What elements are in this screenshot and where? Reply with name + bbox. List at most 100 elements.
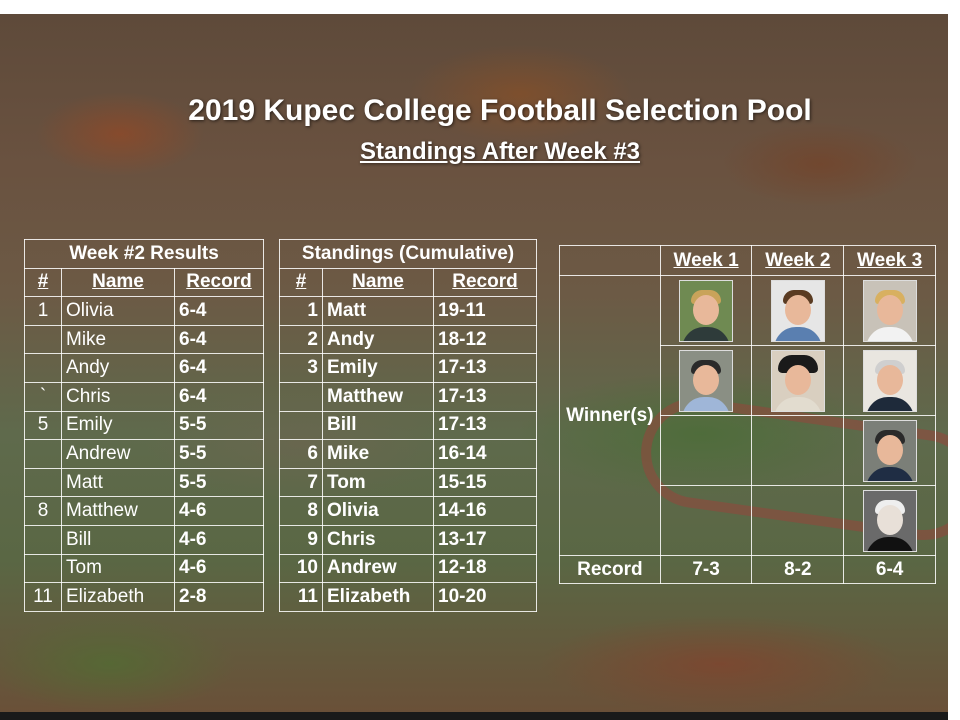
record: 19-11 [433,296,537,326]
standings-heading: Standings (Cumulative) [279,239,537,269]
player-name: Elizabeth [61,582,175,612]
record: 14-16 [433,496,537,526]
player-name: Chris [61,381,175,412]
record: 6-4 [174,296,264,326]
record: 18-12 [433,324,537,355]
player-name: Matthew [61,496,175,526]
rank: 1 [24,296,62,326]
rank [24,324,62,355]
page-subtitle: Standings After Week #3 [359,138,641,165]
record: 4-6 [174,496,264,526]
week-1-header: Week 1 [659,245,753,276]
week-3-header: Week 3 [843,245,936,276]
rank [24,524,62,555]
player-name: Matt [322,296,434,326]
table-row: 5 Emily 5-5 [24,410,264,441]
cumulative-standings-table: Standings (Cumulative) # Name Record 1 Ma… [279,239,537,612]
record: 15-15 [433,467,537,498]
record: 16-14 [433,439,537,469]
week2-results-table: Week #2 Results # Name Record 1 Olivia 6-4… [24,239,264,612]
player-name: Olivia [61,296,175,326]
table-row: 1 Olivia 6-4 [24,296,264,326]
table-row: 2 Andy 18-12 [279,324,537,355]
table-row: Andy 6-4 [24,353,264,383]
week1-record: 7-3 [659,555,753,584]
table-row: 9 Chris 13-17 [279,524,537,555]
rank: 7 [279,467,323,498]
week2-col-record: Record [174,267,264,298]
week2-col-name: Name [61,267,175,298]
record: 6-4 [174,381,264,412]
rank: 11 [24,582,62,612]
record: 10-20 [433,582,537,612]
record: 2-8 [174,582,264,612]
page-title: 2019 Kupec College Football Selection Po… [188,94,812,127]
record: 12-18 [433,553,537,584]
table-row: 7 Tom 15-15 [279,467,537,498]
record: 17-13 [433,410,537,441]
rank: 9 [279,524,323,555]
record: 6-4 [174,353,264,383]
week2-record: 8-2 [751,555,845,584]
record-row-label: Record [559,555,661,584]
table-row: Bill 4-6 [24,524,264,555]
week3-winner-cell [843,485,936,556]
player-name: Bill [322,410,434,441]
record: 13-17 [433,524,537,555]
player-name: Mike [61,324,175,355]
table-row: Mike 6-4 [24,324,264,355]
player-name: Andy [61,353,175,383]
table-row: Bill 17-13 [279,410,537,441]
standings-col-num: # [279,267,323,298]
table-row: 6 Mike 16-14 [279,439,537,469]
weekly-winners-table: Week 1 Week 2 Week 3 Winner(s) [559,245,936,584]
week2-winner-cell [751,275,845,346]
week2-winner-cell [751,345,845,416]
winner-photo-icon [679,279,734,342]
winner-photo-icon [862,489,917,552]
week3-winner-cell [843,275,936,346]
bottom-bar [0,712,948,720]
week1-winner-cell [659,275,753,346]
week2-col-num: # [24,267,62,298]
player-name: Andrew [322,553,434,584]
record: 17-13 [433,353,537,383]
rank: ` [24,381,62,412]
week1-empty-cell [659,485,753,556]
winner-photo-icon [770,349,825,412]
winners-row-label: Winner(s) [559,275,661,556]
week2-empty-cell [751,485,845,556]
rank [24,553,62,584]
player-name: Matt [61,467,175,498]
player-name: Tom [322,467,434,498]
table-row: 11 Elizabeth 2-8 [24,582,264,612]
player-name: Tom [61,553,175,584]
rank [24,353,62,383]
record: 6-4 [174,324,264,355]
week3-winner-cell [843,415,936,486]
rank [279,410,323,441]
table-row: ` Chris 6-4 [24,381,264,412]
week1-winner-cell [659,345,753,416]
winners-corner-cell [559,245,661,276]
winner-photo-icon [862,279,917,342]
winner-photo-icon [862,419,917,482]
record: 5-5 [174,467,264,498]
record: 5-5 [174,410,264,441]
table-row: 3 Emily 17-13 [279,353,537,383]
rank [24,439,62,469]
table-row: Matt 5-5 [24,467,264,498]
table-row: 8 Matthew 4-6 [24,496,264,526]
table-row: 8 Olivia 14-16 [279,496,537,526]
rank: 6 [279,439,323,469]
rank: 2 [279,324,323,355]
rank: 8 [279,496,323,526]
week3-winner-cell [843,345,936,416]
rank: 3 [279,353,323,383]
record: 4-6 [174,553,264,584]
standings-col-name: Name [322,267,434,298]
player-name: Elizabeth [322,582,434,612]
rank: 5 [24,410,62,441]
rank: 11 [279,582,323,612]
player-name: Bill [61,524,175,555]
